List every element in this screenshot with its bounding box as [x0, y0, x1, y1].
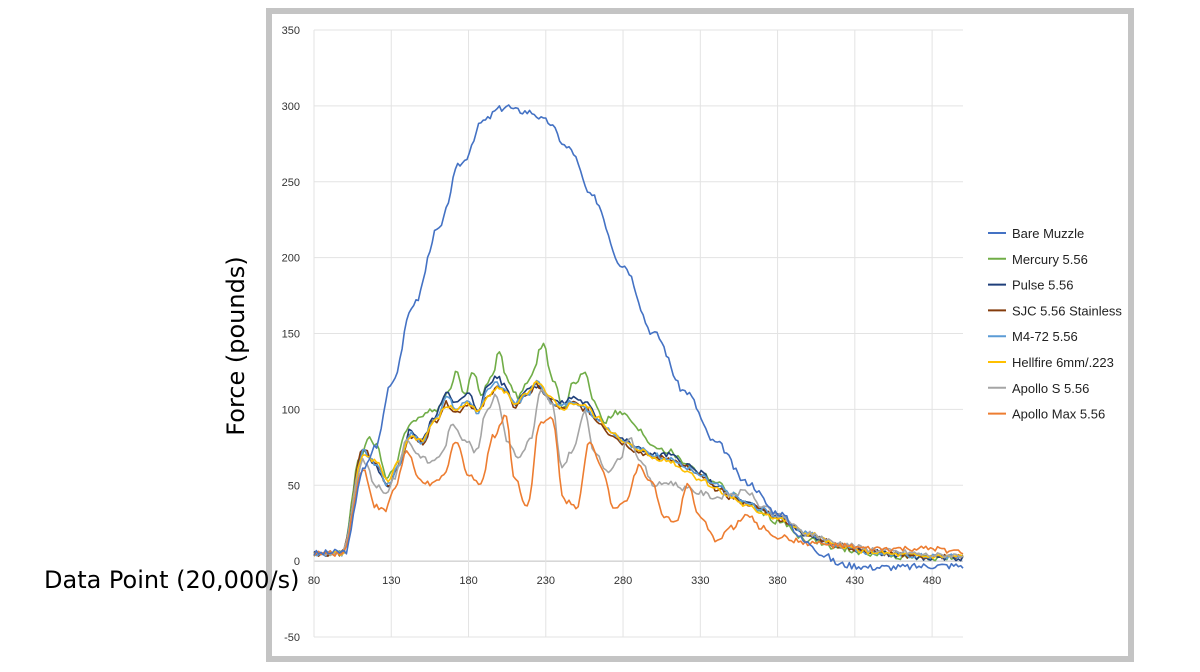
- x-tick-label: 230: [537, 575, 555, 587]
- y-tick-label: 300: [282, 101, 300, 113]
- x-tick-label: 130: [382, 575, 400, 587]
- legend-label: SJC 5.56 Stainless: [1012, 303, 1122, 318]
- legend-label: M4-72 5.56: [1012, 329, 1078, 344]
- legend-label: Bare Muzzle: [1012, 226, 1084, 241]
- tick-labels: -50 0 50 100 150 200 250 300 350 80 130 180 230 280 33…: [282, 25, 942, 644]
- legend-label: Hellfire 6mm/.223: [1012, 355, 1114, 370]
- series-line: [313, 375, 964, 562]
- series-line: [313, 388, 964, 559]
- x-tick-label: 180: [459, 575, 477, 587]
- x-axis-label: Data Point (20,000/s): [44, 566, 300, 594]
- x-tick-label: 380: [768, 575, 786, 587]
- x-tick-label: 80: [308, 575, 320, 587]
- series-line: [313, 104, 964, 572]
- legend-label: Mercury 5.56: [1012, 252, 1088, 267]
- x-tick-label: 480: [923, 575, 941, 587]
- x-tick-label: 280: [614, 575, 632, 587]
- legend-label: Apollo Max 5.56: [1012, 407, 1105, 422]
- x-tick-label: 330: [691, 575, 709, 587]
- legend-label: Pulse 5.56: [1012, 278, 1073, 293]
- series-line: [313, 414, 964, 557]
- y-tick-label: 50: [288, 480, 300, 492]
- y-tick-label: 350: [282, 25, 300, 37]
- legend: Bare Muzzle Mercury 5.56 Pulse 5.56 SJC 5.5…: [988, 226, 1122, 422]
- y-tick-label: 0: [294, 556, 300, 568]
- gridlines: [313, 29, 963, 638]
- y-tick-label: 100: [282, 404, 300, 416]
- y-tick-label: 200: [282, 253, 300, 265]
- series-line: [313, 379, 964, 560]
- y-tick-label: -50: [284, 632, 300, 644]
- y-tick-label: 150: [282, 329, 300, 341]
- legend-label: Apollo S 5.56: [1012, 381, 1089, 396]
- series-lines: [313, 104, 964, 572]
- x-tick-label: 430: [846, 575, 864, 587]
- series-line: [313, 380, 964, 560]
- y-tick-label: 250: [282, 177, 300, 189]
